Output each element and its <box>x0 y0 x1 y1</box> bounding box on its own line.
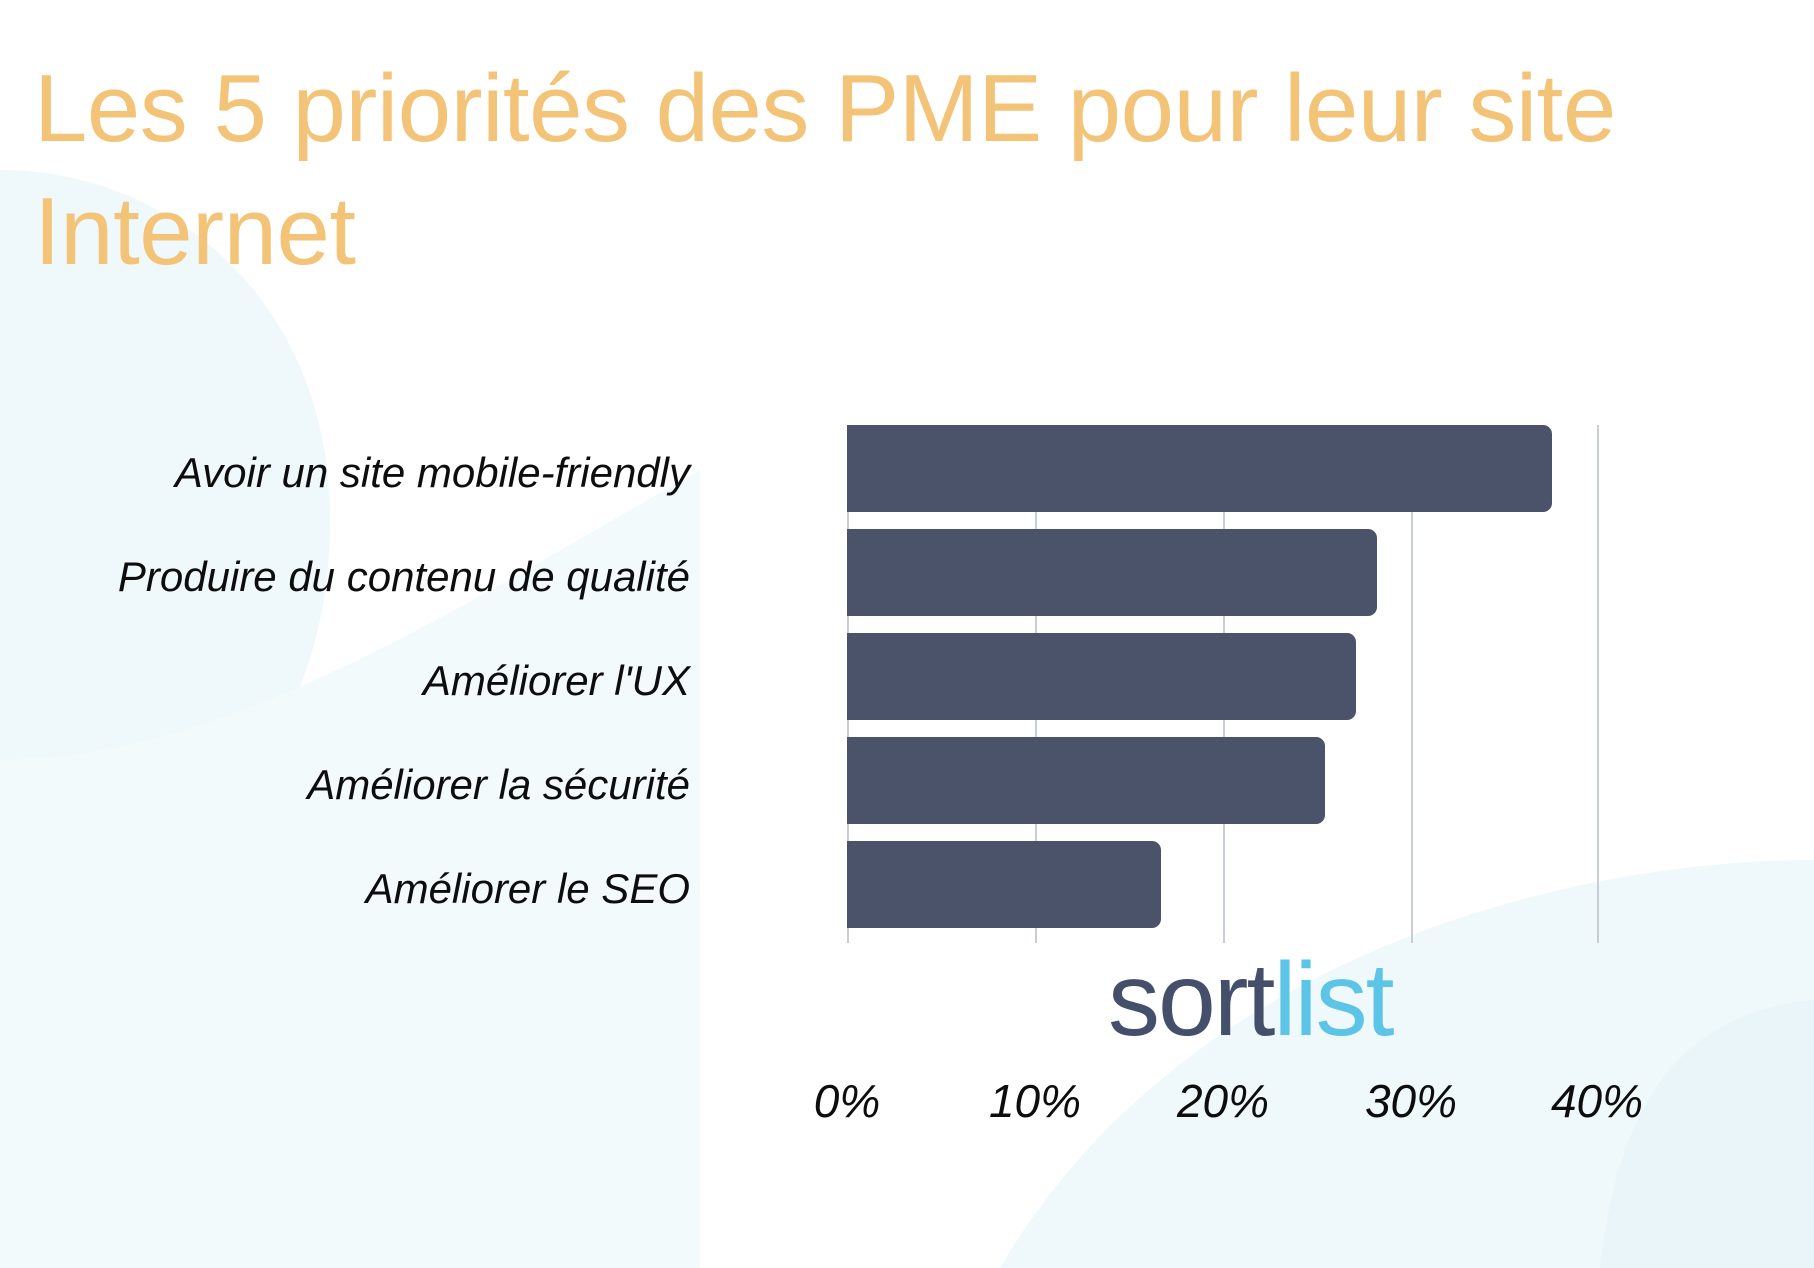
plot-area <box>847 425 1599 943</box>
xtick-label-40: 40% <box>1550 1075 1644 1127</box>
xtick-label-10: 10% <box>988 1075 1082 1127</box>
bar-ameliorer-l-ux <box>847 633 1357 720</box>
bar-avoir-un-site-mobile-friendly <box>847 425 1552 512</box>
xtick-label-0: 0% <box>813 1075 881 1127</box>
sortlist-logo: sortlist <box>1108 948 1394 1052</box>
category-label-3: Améliorer la sécurité <box>307 761 690 808</box>
xtick-label-30: 30% <box>1364 1075 1458 1127</box>
sortlist-logo-sort: sort <box>1108 942 1275 1058</box>
sortlist-logo-list: list <box>1273 942 1394 1058</box>
category-label-2: Améliorer l'UX <box>422 657 690 704</box>
gridline-30 <box>1411 425 1413 943</box>
category-label-0: Avoir un site mobile-friendly <box>174 449 690 496</box>
bar-ameliorer-le-seo <box>847 841 1161 928</box>
category-label-1: Produire du contenu de qualité <box>117 553 690 600</box>
page-title: Les 5 priorités des PME pour leur site I… <box>34 55 1642 285</box>
gridline-40 <box>1597 425 1599 943</box>
bar-ameliorer-la-securite <box>847 737 1325 824</box>
xtick-label-20: 20% <box>1176 1075 1270 1127</box>
bar-produire-du-contenu-de-qualite <box>847 529 1378 616</box>
category-label-4: Améliorer le SEO <box>365 865 690 912</box>
